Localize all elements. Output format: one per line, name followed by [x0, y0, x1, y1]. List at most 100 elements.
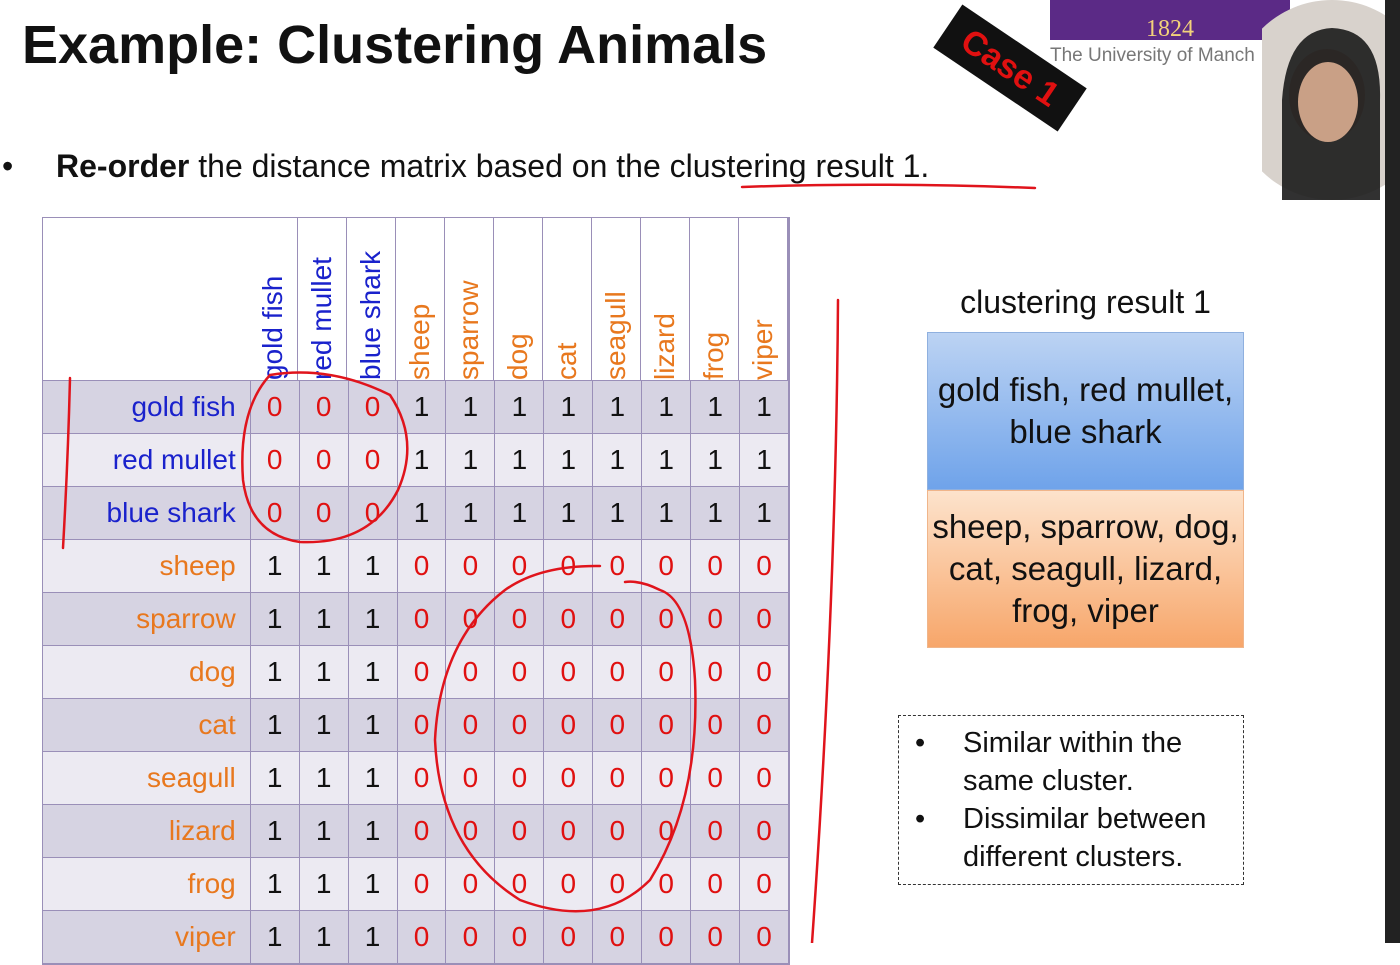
cell: 0 — [592, 593, 641, 645]
cell: 1 — [298, 699, 348, 751]
cell: 0 — [739, 646, 788, 698]
cell: 0 — [690, 593, 739, 645]
table-row: sparrow 1 1 1 0 0 0 0 0 0 0 0 — [43, 593, 788, 646]
cell: 1 — [494, 381, 543, 433]
table-row: gold fish 0 0 0 1 1 1 1 1 1 1 1 — [43, 381, 788, 434]
cell: 0 — [739, 699, 788, 751]
cell: 1 — [739, 434, 788, 486]
cell: 0 — [396, 540, 446, 592]
cell: 0 — [641, 540, 690, 592]
cell: 0 — [641, 752, 690, 804]
cell: 1 — [347, 699, 397, 751]
cell: 1 — [298, 858, 348, 910]
cell: 0 — [543, 540, 592, 592]
row-label: sheep — [159, 550, 236, 581]
column-header: sparrow — [445, 218, 494, 380]
cell: 1 — [347, 646, 397, 698]
cell: 0 — [494, 911, 543, 963]
cell: 1 — [249, 593, 299, 645]
cell: 0 — [543, 911, 592, 963]
webcam — [1262, 0, 1400, 205]
cell: 0 — [739, 805, 788, 857]
cell: 0 — [592, 752, 641, 804]
cell: 1 — [249, 858, 299, 910]
cell: 0 — [445, 699, 494, 751]
row-label: lizard — [168, 815, 236, 846]
cell: 1 — [396, 434, 446, 486]
cell: 0 — [739, 540, 788, 592]
bullet-text: the distance matrix based on the — [189, 148, 670, 184]
cell: 1 — [249, 911, 299, 963]
cell: 1 — [445, 434, 494, 486]
cell: 0 — [641, 805, 690, 857]
underlined-text: clustering result 1. — [669, 148, 930, 184]
bold-text: Re-order — [56, 148, 190, 184]
cell: 1 — [739, 381, 788, 433]
cell: 0 — [592, 805, 641, 857]
cluster-box: sheep, sparrow, dog, cat, seagull, lizar… — [927, 490, 1244, 648]
cell: 1 — [690, 487, 739, 539]
cell: 0 — [592, 540, 641, 592]
cell: 0 — [739, 593, 788, 645]
cell: 1 — [347, 540, 397, 592]
table-body: gold fish red mullet blue shark sheep sparro… — [42, 217, 790, 965]
cell: 0 — [543, 699, 592, 751]
cell: 1 — [641, 381, 690, 433]
note-text: Similar within the same cluster. — [963, 727, 1183, 797]
cell: 0 — [298, 381, 348, 433]
cell: 0 — [445, 752, 494, 804]
cell: 1 — [543, 381, 592, 433]
table-row: dog 1 1 1 0 0 0 0 0 0 0 0 — [43, 646, 788, 699]
cell: 0 — [641, 646, 690, 698]
cell: 1 — [592, 381, 641, 433]
cell: 1 — [396, 487, 446, 539]
cell: 1 — [249, 752, 299, 804]
cell: 0 — [543, 593, 592, 645]
cell: 0 — [739, 752, 788, 804]
cell: 1 — [494, 434, 543, 486]
column-header: blue shark — [347, 218, 396, 380]
cell: 1 — [249, 646, 299, 698]
cell: 0 — [396, 752, 446, 804]
cell: 0 — [445, 911, 494, 963]
column-header: viper — [739, 218, 788, 380]
cell: 0 — [347, 487, 397, 539]
cell: 0 — [494, 593, 543, 645]
table-row: viper 1 1 1 0 0 0 0 0 0 0 0 — [43, 911, 788, 964]
cell: 0 — [543, 858, 592, 910]
cell: 0 — [494, 540, 543, 592]
cell: 0 — [396, 911, 446, 963]
cell: 0 — [739, 858, 788, 910]
row-label: red mullet — [112, 444, 236, 475]
cell: 0 — [445, 540, 494, 592]
cell: 0 — [396, 805, 446, 857]
cell: 0 — [690, 858, 739, 910]
cell: 1 — [739, 487, 788, 539]
note-item: • Similar within the same cluster. — [909, 724, 1233, 800]
column-header: dog — [494, 218, 543, 380]
table-row: red mullet 0 0 0 1 1 1 1 1 1 1 1 — [43, 434, 788, 487]
result-title: clustering result 1 — [960, 284, 1211, 320]
cell: 0 — [690, 699, 739, 751]
cell: 1 — [249, 805, 299, 857]
cell: 0 — [396, 646, 446, 698]
table-row: frog 1 1 1 0 0 0 0 0 0 0 0 — [43, 858, 788, 911]
cell: 1 — [445, 487, 494, 539]
cell: 1 — [592, 434, 641, 486]
cell: 0 — [592, 911, 641, 963]
cell: 0 — [690, 752, 739, 804]
column-header: seagull — [592, 218, 641, 380]
cell: 0 — [445, 646, 494, 698]
row-label: viper — [175, 921, 236, 952]
table-row: blue shark 0 0 0 1 1 1 1 1 1 1 1 — [43, 487, 788, 540]
cell: 0 — [690, 540, 739, 592]
cell: 0 — [592, 699, 641, 751]
cell: 1 — [347, 752, 397, 804]
cell: 1 — [249, 699, 299, 751]
column-header: cat — [543, 218, 592, 380]
slide-title: Example: Clustering Animals — [22, 15, 768, 75]
cell: 1 — [445, 381, 494, 433]
cell: 1 — [494, 487, 543, 539]
cell: 0 — [543, 805, 592, 857]
cell: 0 — [298, 487, 348, 539]
